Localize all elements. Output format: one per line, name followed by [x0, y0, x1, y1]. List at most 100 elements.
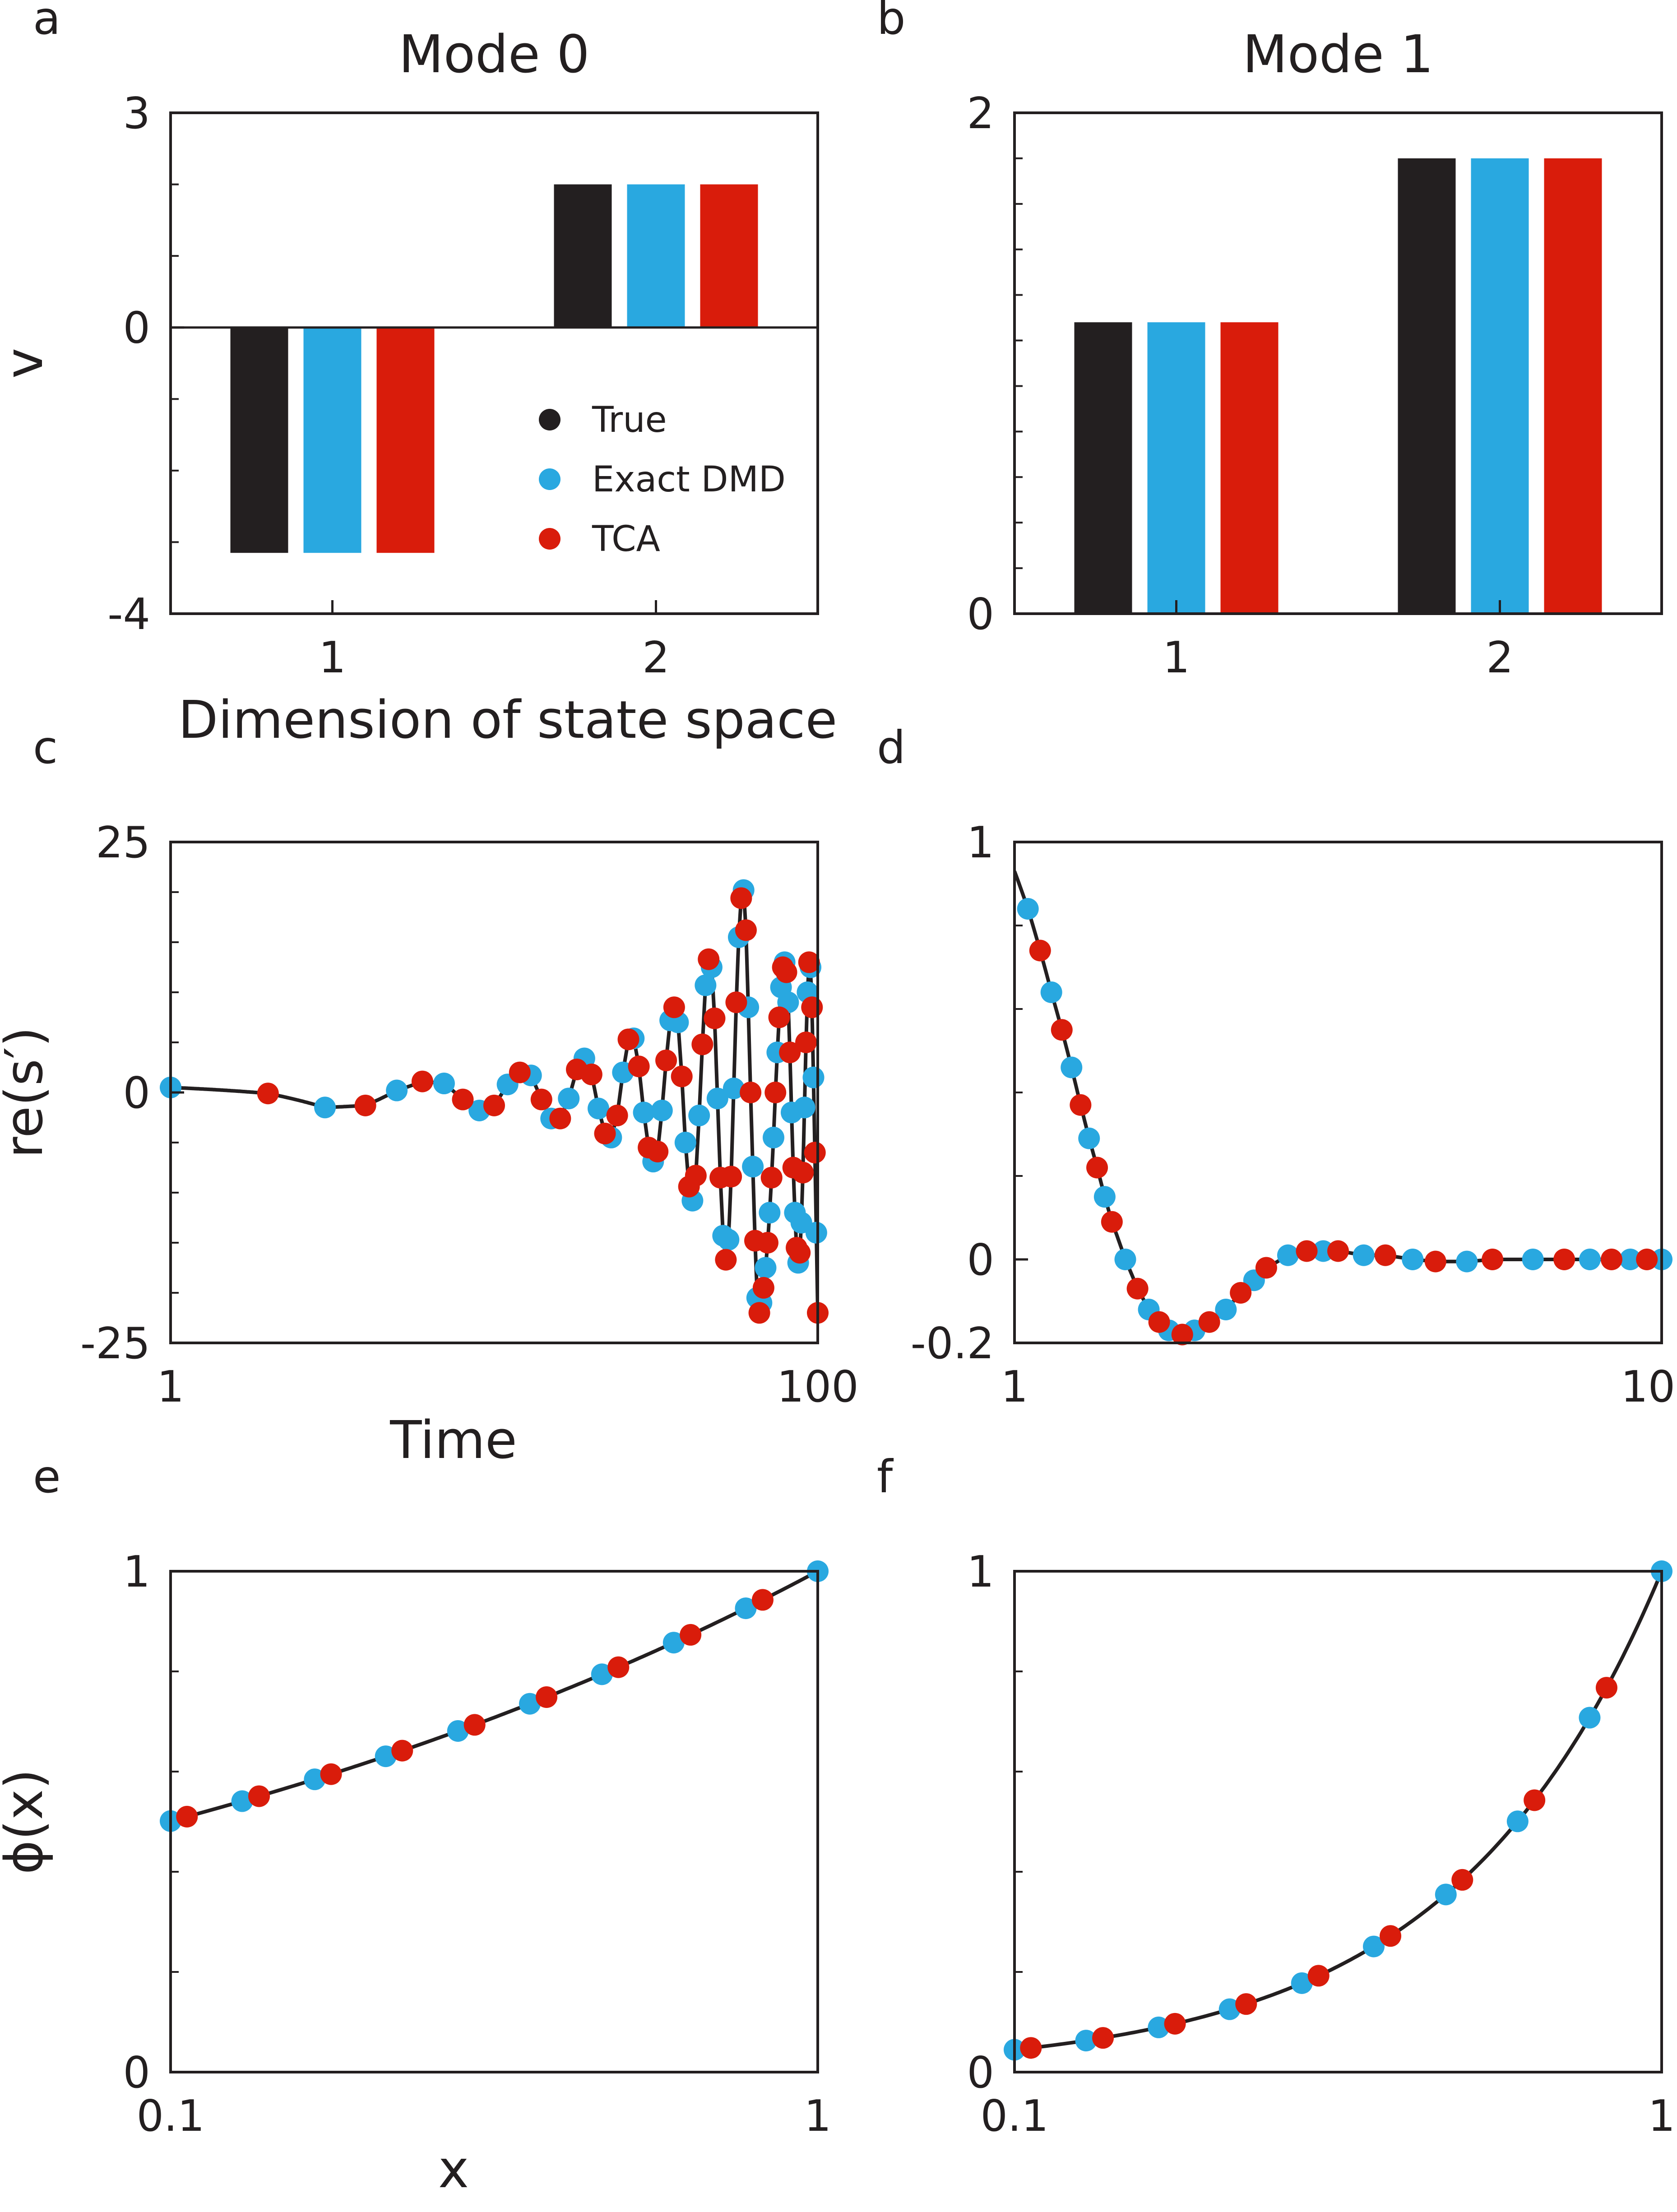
marker-exact-dmd-f [1506, 1810, 1529, 1833]
marker-exact-dmd-e [662, 1632, 685, 1654]
plot-frame-f [1013, 1570, 1663, 2073]
marker-tca-e [176, 1805, 198, 1828]
marker-exact-dmd-d [1353, 1244, 1375, 1266]
marker-exact-dmd-d [1215, 1299, 1237, 1320]
bar-exact-dmd-dim2 [1471, 158, 1529, 614]
legend-label-tca: TCA [592, 519, 660, 560]
plot-frame-d [1013, 841, 1663, 1344]
y-axis-label-c: re(s′) [0, 1027, 55, 1158]
marker-tca-c [530, 1088, 552, 1111]
marker-exact-dmd-d [1402, 1249, 1424, 1270]
bar-true-dim1 [1074, 322, 1132, 614]
marker-tca-d [1198, 1311, 1220, 1333]
marker-tca-c [748, 1302, 770, 1324]
marker-tca-e [320, 1763, 342, 1785]
marker-exact-dmd-d [1312, 1240, 1334, 1262]
panel-label-a: a [33, 0, 60, 45]
marker-tca-e [680, 1624, 702, 1646]
marker-tca-c [804, 1142, 826, 1164]
panel-label-b: b [877, 0, 905, 45]
y-tick-label-b: 2 [967, 89, 994, 139]
y-tick-label-d: -0.2 [911, 1319, 994, 1369]
bar-exact-dmd-dim1 [1147, 322, 1205, 614]
marker-tca-c [740, 1082, 762, 1103]
marker-exact-dmd-c [718, 1229, 740, 1251]
marker-exact-dmd-c [588, 1097, 610, 1120]
y-tick-label-f: 1 [967, 1547, 994, 1597]
marker-tca-d [1101, 1211, 1123, 1233]
marker-tca-c [671, 1065, 693, 1087]
marker-tca-c [764, 1082, 787, 1103]
bar-exact-dmd-dim1 [303, 327, 361, 553]
marker-tca-c [768, 1006, 790, 1028]
marker-tca-d [1230, 1282, 1252, 1304]
marker-tca-f [1595, 1677, 1617, 1699]
marker-tca-f [1451, 1869, 1473, 1891]
x-axis-label-c: Time [389, 1410, 517, 1471]
marker-tca-f [1524, 1789, 1546, 1811]
marker-tca-d [1600, 1249, 1622, 1270]
marker-tca-d [1148, 1311, 1170, 1333]
marker-exact-dmd-c [674, 1132, 696, 1153]
marker-tca-d [1636, 1249, 1658, 1270]
marker-tca-d [1553, 1249, 1575, 1270]
marker-exact-dmd-c [742, 1156, 764, 1178]
marker-exact-dmd-c [688, 1105, 710, 1127]
y-tick-label-a: -4 [107, 590, 150, 639]
marker-tca-d [1086, 1157, 1108, 1179]
marker-exact-dmd-e [375, 1745, 397, 1768]
marker-tca-c [792, 1162, 814, 1184]
marker-exact-dmd-c [755, 1257, 777, 1279]
marker-tca-e [463, 1714, 486, 1736]
marker-tca-c [691, 1033, 713, 1055]
x-tick-label-f: 0.1 [980, 2092, 1048, 2141]
x-tick-label-d: 1 [1001, 1362, 1028, 1412]
marker-exact-dmd-c [759, 1202, 781, 1224]
x-tick-label-d: 100 [1621, 1362, 1677, 1412]
marker-exact-dmd-e [447, 1720, 469, 1742]
marker-exact-dmd-c [433, 1073, 455, 1095]
y-tick-label-c: 0 [123, 1069, 150, 1118]
marker-exact-dmd-c [314, 1097, 336, 1119]
panel-title-a: Mode 0 [398, 24, 589, 85]
marker-tca-f [1164, 2013, 1186, 2035]
y-tick-label-d: 0 [967, 1236, 994, 1285]
marker-tca-c [789, 1242, 811, 1264]
series-line-true-e [171, 1571, 818, 1823]
marker-exact-dmd-d [1456, 1250, 1478, 1273]
marker-tca-c [756, 1232, 778, 1254]
marker-tca-d [1126, 1277, 1149, 1300]
marker-tca-d [1070, 1094, 1092, 1116]
marker-tca-f [1020, 2037, 1042, 2059]
marker-exact-dmd-d [1619, 1249, 1641, 1270]
marker-tca-c [795, 1032, 817, 1053]
marker-exact-dmd-d [1114, 1249, 1136, 1270]
marker-tca-c [760, 1166, 783, 1189]
marker-exact-dmd-c [723, 1078, 745, 1100]
legend-label-true: True [592, 400, 667, 440]
marker-tca-c [606, 1105, 628, 1127]
marker-tca-c [704, 1007, 726, 1029]
marker-tca-c [655, 1049, 677, 1071]
marker-exact-dmd-d [1040, 981, 1062, 1003]
marker-exact-dmd-c [633, 1101, 655, 1124]
marker-tca-c [720, 1166, 742, 1188]
marker-tca-d [1029, 939, 1051, 962]
marker-tca-c [663, 996, 685, 1018]
marker-tca-c [628, 1055, 650, 1078]
marker-tca-d [1255, 1257, 1277, 1279]
y-tick-label-a: 0 [123, 304, 150, 353]
marker-exact-dmd-e [304, 1768, 326, 1791]
legend-label-exact-dmd: Exact DMD [592, 459, 786, 500]
marker-tca-c [257, 1083, 279, 1105]
marker-tca-c [617, 1028, 639, 1050]
marker-tca-c [509, 1061, 531, 1083]
marker-tca-c [354, 1094, 376, 1116]
marker-tca-c [452, 1088, 474, 1111]
x-axis-label-e: x [438, 2139, 469, 2200]
y-axis-label-a: v [0, 348, 55, 379]
marker-exact-dmd-d [1017, 898, 1039, 920]
x-tick-label-c: 100 [777, 1362, 858, 1412]
marker-tca-c [698, 948, 720, 970]
